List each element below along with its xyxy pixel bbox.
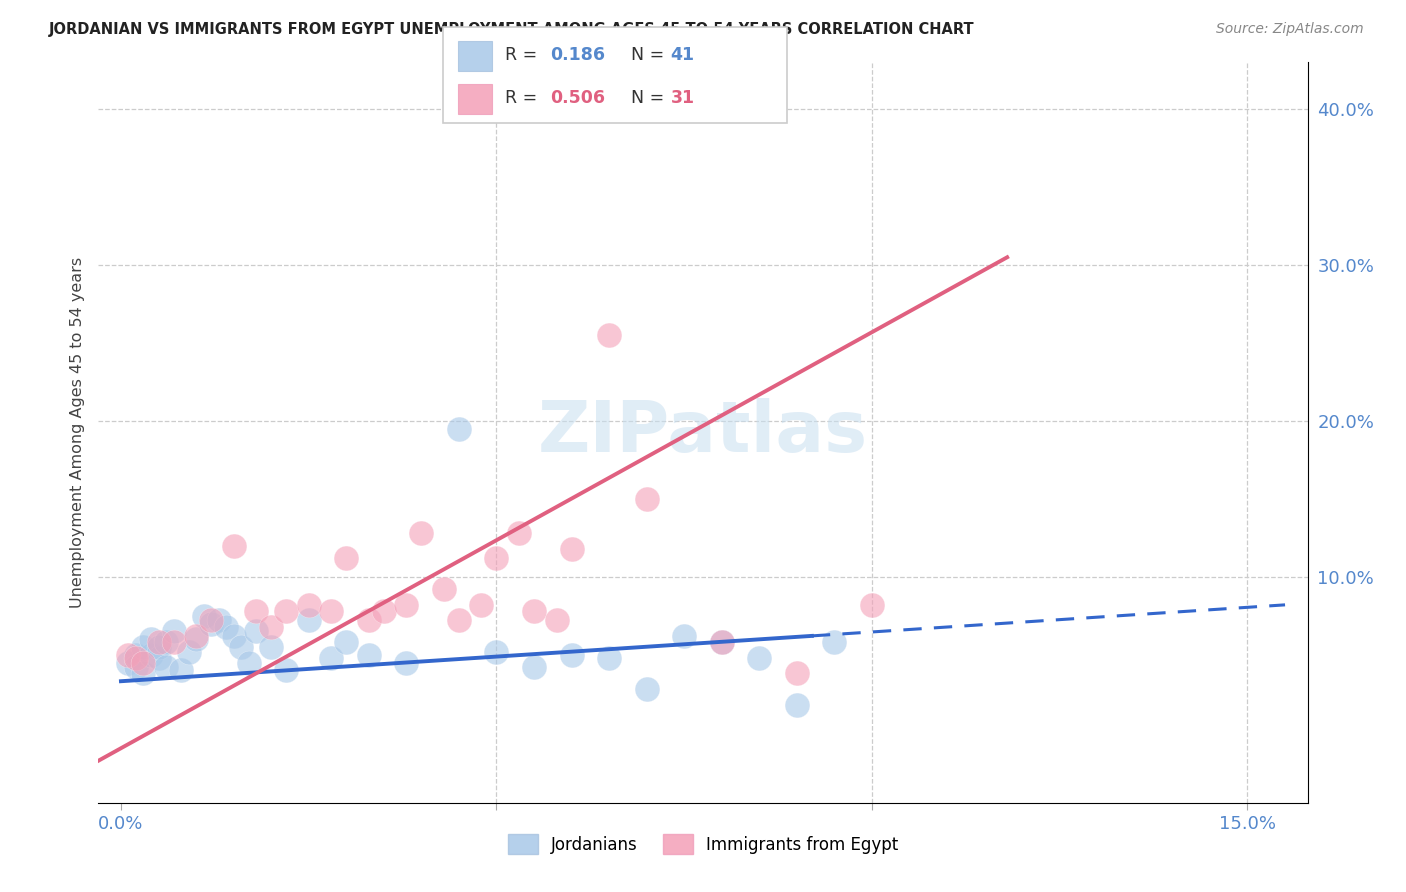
Y-axis label: Unemployment Among Ages 45 to 54 years: Unemployment Among Ages 45 to 54 years <box>69 257 84 608</box>
Point <box>485 645 508 659</box>
Point <box>276 604 298 618</box>
Point <box>222 539 245 553</box>
Point <box>162 624 184 639</box>
Text: N =: N = <box>620 89 669 107</box>
Point <box>598 328 620 343</box>
Point <box>598 650 620 665</box>
Point <box>673 629 696 643</box>
Point <box>411 526 433 541</box>
Text: JORDANIAN VS IMMIGRANTS FROM EGYPT UNEMPLOYMENT AMONG AGES 45 TO 54 YEARS CORREL: JORDANIAN VS IMMIGRANTS FROM EGYPT UNEMP… <box>49 22 974 37</box>
Point <box>245 604 267 618</box>
Text: 0.506: 0.506 <box>550 89 605 107</box>
Text: N =: N = <box>620 45 669 63</box>
Point <box>117 648 139 662</box>
Point <box>748 650 770 665</box>
Point <box>139 632 162 647</box>
Point <box>117 656 139 670</box>
Point <box>148 650 170 665</box>
Point <box>132 666 155 681</box>
Text: R =: R = <box>505 89 543 107</box>
Point <box>260 620 283 634</box>
Point <box>132 640 155 654</box>
Point <box>148 635 170 649</box>
Point <box>636 681 658 696</box>
Point <box>335 551 357 566</box>
Point <box>162 635 184 649</box>
Point <box>546 614 568 628</box>
Point <box>508 526 530 541</box>
Point <box>155 660 177 674</box>
Point <box>523 660 546 674</box>
Point <box>207 614 229 628</box>
Point <box>561 541 583 556</box>
Point <box>321 604 343 618</box>
Point <box>184 632 207 647</box>
Point <box>148 640 170 654</box>
Point <box>200 614 222 628</box>
Point <box>395 598 418 612</box>
Point <box>561 648 583 662</box>
Point <box>125 650 148 665</box>
Point <box>860 598 883 612</box>
Text: 0.186: 0.186 <box>550 45 605 63</box>
Point <box>710 635 733 649</box>
Point <box>170 663 193 677</box>
Point <box>447 614 470 628</box>
Point <box>125 648 148 662</box>
Point <box>298 598 321 612</box>
Point <box>523 604 546 618</box>
Point <box>245 624 267 639</box>
Point <box>222 629 245 643</box>
Point <box>276 663 298 677</box>
Point <box>710 635 733 649</box>
Point <box>125 660 148 674</box>
Point <box>823 635 845 649</box>
Point <box>229 640 252 654</box>
Point <box>786 666 808 681</box>
Point <box>260 640 283 654</box>
Point <box>636 491 658 506</box>
Point <box>470 598 492 612</box>
Point <box>433 582 456 597</box>
Text: 41: 41 <box>671 45 695 63</box>
Point <box>395 656 418 670</box>
Point <box>177 645 200 659</box>
Point <box>200 616 222 631</box>
Point <box>357 648 380 662</box>
Text: R =: R = <box>505 45 543 63</box>
Text: 31: 31 <box>671 89 695 107</box>
Point <box>155 635 177 649</box>
Text: ZIPatlas: ZIPatlas <box>538 398 868 467</box>
Point <box>321 650 343 665</box>
Point <box>132 656 155 670</box>
Point <box>139 648 162 662</box>
Point <box>184 629 207 643</box>
Point <box>357 614 380 628</box>
Point <box>485 551 508 566</box>
Point <box>447 422 470 436</box>
Point <box>193 608 215 623</box>
Point <box>335 635 357 649</box>
Point <box>298 614 321 628</box>
Text: Source: ZipAtlas.com: Source: ZipAtlas.com <box>1216 22 1364 37</box>
Point <box>238 656 260 670</box>
Point <box>786 698 808 712</box>
Point <box>373 604 395 618</box>
Legend: Jordanians, Immigrants from Egypt: Jordanians, Immigrants from Egypt <box>501 828 905 861</box>
Point <box>215 620 238 634</box>
